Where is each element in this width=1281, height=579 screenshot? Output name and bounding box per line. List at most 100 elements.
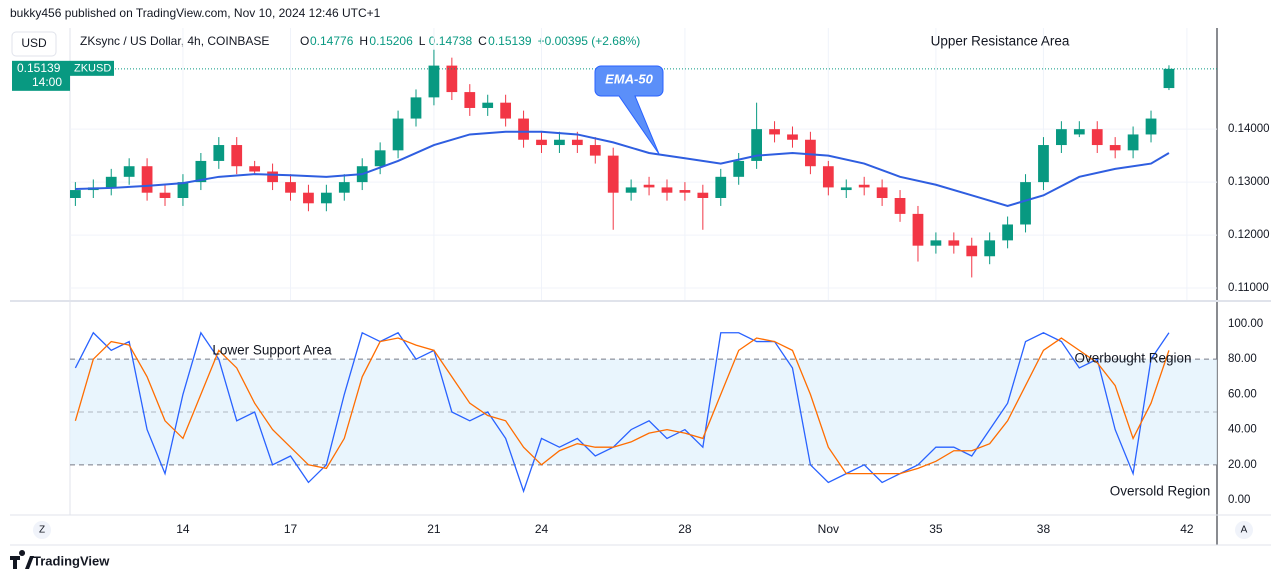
currency: USD xyxy=(21,36,47,50)
x-tick-label: 28 xyxy=(678,522,692,536)
ema-line xyxy=(75,130,1170,207)
x-tick-label: 42 xyxy=(1180,522,1194,536)
candle-body xyxy=(249,166,261,172)
candle-body xyxy=(930,240,942,246)
candle-body xyxy=(1056,129,1067,146)
publisher: bukky456 published on TradingView.com, N… xyxy=(10,6,381,20)
logo xyxy=(10,550,34,569)
ohlc-value: 0.15206 xyxy=(369,34,413,48)
x-tick-label: 35 xyxy=(929,522,943,536)
candle-body xyxy=(589,145,601,156)
candle-body xyxy=(1145,118,1157,135)
candle-body xyxy=(1163,68,1175,89)
candle-body xyxy=(70,190,81,198)
y-tick-label: 0.13000 xyxy=(1228,176,1270,188)
last-price: 0.15139 xyxy=(17,61,61,75)
candle-body xyxy=(410,97,422,119)
candle-body xyxy=(482,102,494,108)
candle-body xyxy=(464,92,476,108)
candle-body xyxy=(428,65,440,98)
candle-body xyxy=(285,182,296,193)
ohlc-value: 0.15139 xyxy=(488,34,532,48)
candle-body xyxy=(123,166,135,177)
x-tick-label: 14 xyxy=(176,522,190,536)
y-tick-label: 20.00 xyxy=(1228,459,1257,471)
oscillator-line xyxy=(74,337,1170,475)
candle-body xyxy=(697,192,709,198)
candle-body xyxy=(643,184,655,188)
candle-body xyxy=(536,139,547,146)
y-tick-label: 60.00 xyxy=(1228,388,1257,400)
candle-body xyxy=(661,187,673,193)
candle-body xyxy=(554,139,565,146)
y-tick-label: 100.00 xyxy=(1228,318,1263,330)
change: +0.00395 (+2.68%) xyxy=(538,34,641,48)
last-price-box xyxy=(12,60,70,91)
ohlc-key: C xyxy=(478,34,487,48)
candle-body xyxy=(267,171,278,183)
last-price-box xyxy=(70,60,114,76)
candle-body xyxy=(715,176,727,198)
candle-body xyxy=(733,160,745,177)
x-tick-label: 24 xyxy=(535,522,549,536)
candle-body xyxy=(1091,129,1103,146)
annotation: Upper Resistance Area xyxy=(931,34,1070,49)
candle-body xyxy=(769,129,780,135)
candle-body xyxy=(822,166,834,188)
callout xyxy=(594,65,664,155)
candle-body xyxy=(607,155,619,193)
y-tick-label: 0.14000 xyxy=(1228,123,1270,135)
ohlc-key: L xyxy=(419,34,426,48)
candle-body xyxy=(805,139,816,167)
candle-body xyxy=(625,187,637,193)
ohlc-key: O xyxy=(300,34,309,48)
candle-body xyxy=(1020,182,1031,225)
oscillator-line xyxy=(74,331,1170,494)
candle-body xyxy=(213,145,225,161)
candle-body xyxy=(1073,129,1085,135)
candle-body xyxy=(518,118,529,140)
y-tick-label: 40.00 xyxy=(1228,424,1257,436)
candle-body xyxy=(303,192,314,204)
y-tick-label: 80.00 xyxy=(1228,353,1257,365)
candle-body xyxy=(984,240,996,257)
x-tick-label: 38 xyxy=(1037,522,1051,536)
y-tick-label: 0.00 xyxy=(1228,494,1250,506)
candle-body xyxy=(912,213,924,246)
candle-body xyxy=(840,187,852,191)
candle-body xyxy=(787,134,798,140)
corner-button[interactable] xyxy=(1235,521,1253,539)
candle-body xyxy=(1002,224,1013,241)
ohlc-value: 0.14738 xyxy=(429,34,473,48)
x-tick-label: Nov xyxy=(818,522,839,536)
annotation: Overbought Region xyxy=(1074,351,1191,366)
x-tick-label: 21 xyxy=(427,522,441,536)
corner-label: A xyxy=(1241,525,1248,536)
candle-body xyxy=(320,192,332,204)
pane: 0.15139 ZKUSD 14:00 Upper Resistance Area EM… xyxy=(12,28,1217,300)
candle-body xyxy=(679,190,691,193)
candle-body xyxy=(231,145,243,167)
y-tick-label: 0.11000 xyxy=(1228,282,1269,294)
candle-body xyxy=(159,192,171,198)
candle-body xyxy=(374,150,386,167)
corner-button[interactable] xyxy=(33,521,51,539)
ohlc-key: H xyxy=(359,34,368,48)
candle-body xyxy=(177,182,189,198)
candle-body xyxy=(141,166,153,193)
corner-label: Z xyxy=(39,525,45,536)
currency-button[interactable] xyxy=(11,31,57,57)
x-tick-label: 17 xyxy=(284,522,298,536)
candle-body xyxy=(751,129,763,161)
candle-body xyxy=(894,198,906,214)
candle-body xyxy=(966,245,978,257)
annotation: Oversold Region xyxy=(1110,484,1211,499)
ohlc-value: 0.14776 xyxy=(310,34,354,48)
y-tick-label: 0.12000 xyxy=(1228,229,1270,241)
brand: TradingView xyxy=(33,553,110,568)
candle-body xyxy=(446,65,458,93)
annotation: EMA-50 xyxy=(605,71,653,86)
symbol: ZKsync / US Dollar, 4h, COINBASE xyxy=(80,34,269,48)
annotation: Lower Support Area xyxy=(212,343,332,358)
candle-body xyxy=(392,118,404,151)
